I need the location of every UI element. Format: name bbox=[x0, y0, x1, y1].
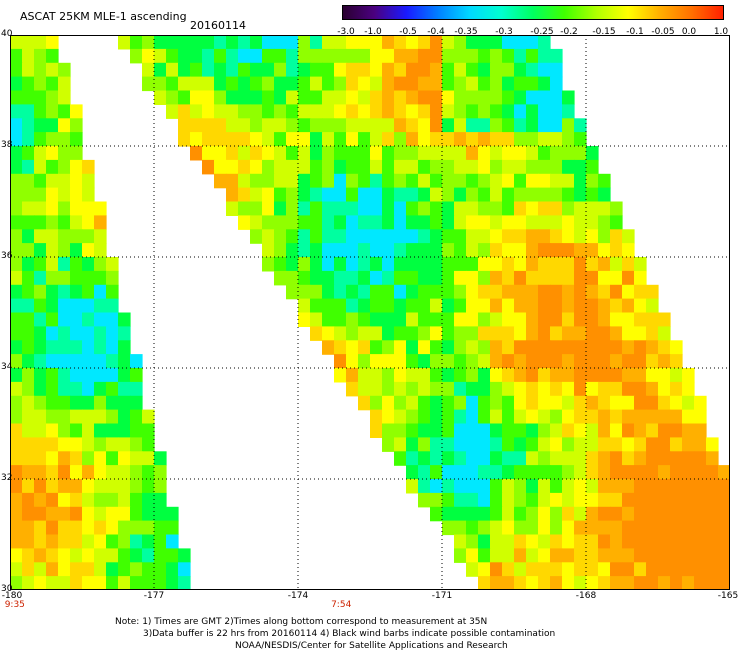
note-line-2: 3)Data buffer is 22 hrs from 20160114 4)… bbox=[143, 629, 556, 639]
pass-time-label: 7:54 bbox=[331, 600, 352, 610]
map-gridlines bbox=[10, 35, 730, 590]
latitude-label: 32 bbox=[1, 473, 13, 483]
map-date: 20160114 bbox=[190, 19, 246, 32]
color-scale-label: -0.3 bbox=[495, 27, 513, 37]
longitude-label: -168 bbox=[575, 591, 597, 601]
color-scale-label: 1.0 bbox=[713, 27, 729, 37]
color-scale-label: 0.0 bbox=[681, 27, 697, 37]
swath-pixels bbox=[10, 35, 730, 590]
color-scale-label: -0.2 bbox=[560, 27, 578, 37]
color-scale-labels: -3.0 -1.0 -0.5 -0.4 -0.35 -0.3 -0.25 -0.2 -0.15-… bbox=[330, 27, 740, 39]
color-scale-label: -0.5 bbox=[399, 27, 417, 37]
color-scale-label: -0.35 bbox=[454, 27, 478, 37]
color-scale-label: -0.1 bbox=[626, 27, 644, 37]
latitude-label: 38 bbox=[1, 140, 13, 150]
longitude-label: -165 bbox=[717, 591, 739, 601]
swath-map bbox=[10, 35, 730, 590]
color-scale-label: -0.25 bbox=[530, 27, 554, 37]
longitude-label: -177 bbox=[143, 591, 165, 601]
map-frame bbox=[10, 35, 730, 590]
longitude-label: -180 bbox=[1, 591, 23, 601]
color-scale-label: -0.4 bbox=[427, 27, 445, 37]
latitude-label: 30 bbox=[1, 584, 13, 594]
longitude-label: -171 bbox=[431, 591, 453, 601]
latitude-label: 40 bbox=[1, 29, 13, 39]
color-scale-label: -0.15 bbox=[592, 27, 616, 37]
color-scale-label: -0.05 bbox=[651, 27, 675, 37]
color-scale-bar bbox=[342, 5, 724, 20]
latitude-label: 36 bbox=[1, 251, 13, 261]
note-line-3: NOAA/NESDIS/Center for Satellite Applica… bbox=[235, 641, 508, 651]
map-title: ASCAT 25KM MLE-1 ascending bbox=[20, 10, 187, 23]
longitude-label: -174 bbox=[287, 591, 309, 601]
note-line-1: Note: 1) Times are GMT 2)Times along bot… bbox=[115, 617, 488, 627]
color-scale-label: -1.0 bbox=[364, 27, 382, 37]
latitude-label: 34 bbox=[1, 362, 13, 372]
footer-notes: Note: 1) Times are GMT 2)Times along bot… bbox=[115, 616, 555, 652]
pass-time-label: 9:35 bbox=[4, 600, 25, 610]
color-scale-label: -3.0 bbox=[337, 27, 355, 37]
